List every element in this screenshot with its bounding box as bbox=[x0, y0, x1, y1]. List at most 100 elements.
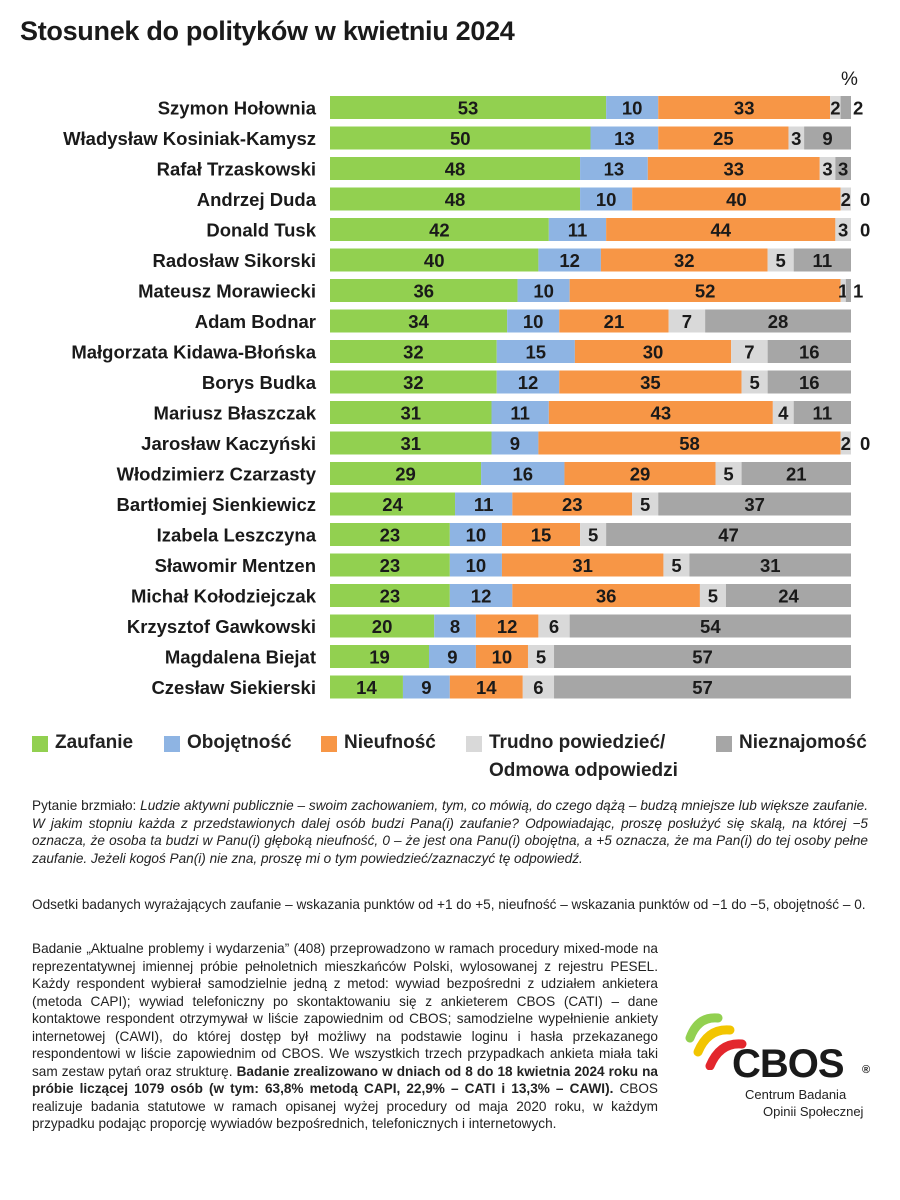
value-label-obojetnosc: 11 bbox=[474, 494, 494, 515]
value-label-nieufnosc: 25 bbox=[713, 128, 734, 149]
bar-segment-zaufanie bbox=[330, 523, 450, 546]
category-label: Krzysztof Gawkowski bbox=[127, 616, 316, 637]
legend-label-trudno-line1: Trudno powiedzieć/ bbox=[489, 732, 666, 753]
value-label-obojetnosc: 10 bbox=[622, 98, 643, 119]
value-label-nieufnosc: 12 bbox=[497, 616, 518, 637]
value-label-trudno: 3 bbox=[791, 128, 801, 149]
bar-segment-trudno bbox=[767, 248, 794, 272]
unit-label: % bbox=[841, 69, 858, 90]
value-label-zaufanie: 34 bbox=[408, 311, 429, 332]
value-label-nieznajomosc: 37 bbox=[744, 494, 765, 515]
bar-segment-trudno bbox=[699, 584, 726, 607]
value-label-nieufnosc: 52 bbox=[695, 281, 716, 302]
logo-wordmark: CBOS bbox=[732, 1042, 845, 1086]
question-note: Pytanie brzmiało: Ludzie aktywni publicz… bbox=[32, 797, 868, 867]
value-label-nieufnosc: 35 bbox=[640, 372, 661, 393]
bar-segment-obojetnosc bbox=[590, 126, 659, 150]
value-label-nieznajomosc: 57 bbox=[692, 647, 713, 668]
category-label: Rafał Trzaskowski bbox=[157, 159, 316, 180]
bar-segment-nieufnosc bbox=[564, 462, 716, 485]
value-label-nieufnosc: 33 bbox=[734, 98, 755, 119]
legend: Zaufanie Obojętność Nieufność Trudno pow… bbox=[0, 732, 900, 793]
question-text: Ludzie aktywni publicznie – swoim zachow… bbox=[32, 798, 868, 866]
bar-segment-trudno bbox=[632, 492, 659, 516]
value-label-nieznajomosc: 54 bbox=[700, 616, 721, 637]
bar-segment-obojetnosc bbox=[496, 340, 575, 363]
value-label-nieznajomosc: 0 bbox=[860, 189, 870, 210]
bar-segment-nieznajomosc bbox=[689, 553, 851, 577]
value-label-obojetnosc: 12 bbox=[518, 372, 539, 393]
definition-note: Odsetki badanych wyrażających zaufanie –… bbox=[32, 897, 866, 912]
value-label-nieufnosc: 21 bbox=[604, 311, 625, 332]
value-label-nieufnosc: 36 bbox=[596, 586, 617, 607]
value-label-nieznajomosc: 11 bbox=[813, 250, 833, 271]
legend-label-nieufnosc: Nieufność bbox=[344, 732, 436, 753]
value-label-nieznajomosc: 28 bbox=[768, 311, 789, 332]
value-label-obojetnosc: 13 bbox=[614, 128, 635, 149]
value-label-nieufnosc: 44 bbox=[710, 220, 731, 241]
value-label-obojetnosc: 10 bbox=[533, 281, 554, 302]
value-label-zaufanie: 19 bbox=[369, 647, 390, 668]
value-label-nieufnosc: 23 bbox=[562, 494, 583, 515]
category-label: Władysław Kosiniak-Kamysz bbox=[63, 128, 316, 149]
value-label-nieufnosc: 33 bbox=[723, 159, 744, 180]
bar-segment-zaufanie bbox=[330, 340, 497, 363]
bar-segment-nieufnosc bbox=[574, 340, 732, 363]
bar-segment-trudno bbox=[840, 431, 851, 455]
value-label-trudno: 5 bbox=[640, 494, 650, 515]
bar-segment-nieufnosc bbox=[647, 157, 820, 180]
bar-segment-nieufnosc bbox=[600, 248, 768, 272]
value-label-nieufnosc: 14 bbox=[476, 677, 497, 698]
value-label-zaufanie: 32 bbox=[403, 372, 424, 393]
bar-segment-trudno bbox=[835, 218, 851, 241]
logo-subtitle-line2: Opinii Społecznej bbox=[763, 1104, 864, 1119]
bar-segment-nieufnosc bbox=[449, 675, 523, 699]
method-part1: Badanie „Aktualne problemy i wydarzenia”… bbox=[32, 941, 658, 1079]
bar-segment-zaufanie bbox=[330, 126, 591, 150]
bar-segment-nieznajomosc bbox=[840, 96, 851, 119]
bar-segment-nieufnosc bbox=[658, 126, 789, 150]
bar-segment-obojetnosc bbox=[606, 96, 659, 119]
value-label-nieznajomosc: 24 bbox=[778, 586, 799, 607]
category-label: Mateusz Morawiecki bbox=[138, 281, 316, 302]
bar-segment-nieufnosc bbox=[475, 614, 539, 638]
bar-segment-nieufnosc bbox=[658, 96, 831, 119]
value-label-obojetnosc: 9 bbox=[510, 433, 520, 454]
bar-segment-trudno bbox=[840, 279, 846, 302]
bar-segment-obojetnosc bbox=[517, 279, 570, 302]
value-label-nieufnosc: 58 bbox=[679, 433, 700, 454]
value-label-trudno: 3 bbox=[838, 220, 848, 241]
value-label-zaufanie: 20 bbox=[372, 616, 393, 637]
bar-segment-trudno bbox=[840, 187, 851, 211]
bar-segment-nieufnosc bbox=[512, 584, 700, 607]
value-label-trudno: 4 bbox=[778, 403, 789, 424]
bar-segment-trudno bbox=[830, 96, 841, 119]
legend-label-trudno: Trudno powiedzieć/ Odmowa odpowiedzi bbox=[489, 729, 678, 785]
value-label-nieufnosc: 40 bbox=[726, 189, 747, 210]
value-label-obojetnosc: 12 bbox=[471, 586, 492, 607]
bar-segment-obojetnosc bbox=[491, 401, 549, 424]
bar-segment-obojetnosc bbox=[402, 675, 450, 699]
value-label-zaufanie: 40 bbox=[424, 250, 445, 271]
bar-segment-obojetnosc bbox=[491, 431, 539, 455]
value-label-obojetnosc: 10 bbox=[596, 189, 617, 210]
bar-segment-trudno bbox=[788, 126, 805, 150]
bar-segment-obojetnosc bbox=[428, 645, 476, 668]
bar-segment-obojetnosc bbox=[548, 218, 607, 241]
bar-segment-trudno bbox=[527, 645, 555, 668]
value-label-trudno: 5 bbox=[536, 647, 546, 668]
category-label: Radosław Sikorski bbox=[153, 250, 316, 271]
bar-segment-trudno bbox=[772, 401, 794, 424]
page-title: Stosunek do polityków w kwietniu 2024 bbox=[20, 16, 515, 46]
bar-segment-nieznajomosc bbox=[793, 248, 851, 272]
value-label-obojetnosc: 11 bbox=[510, 403, 530, 424]
value-label-nieznajomosc: 16 bbox=[799, 342, 820, 363]
value-label-obojetnosc: 9 bbox=[421, 677, 431, 698]
value-label-zaufanie: 14 bbox=[356, 677, 377, 698]
bar-segment-zaufanie bbox=[330, 614, 435, 638]
value-label-trudno: 5 bbox=[776, 250, 786, 271]
bar-segment-zaufanie bbox=[330, 96, 607, 119]
category-label: Czesław Siekierski bbox=[151, 677, 316, 698]
bar-segment-nieufnosc bbox=[559, 370, 742, 394]
value-label-zaufanie: 31 bbox=[400, 403, 421, 424]
